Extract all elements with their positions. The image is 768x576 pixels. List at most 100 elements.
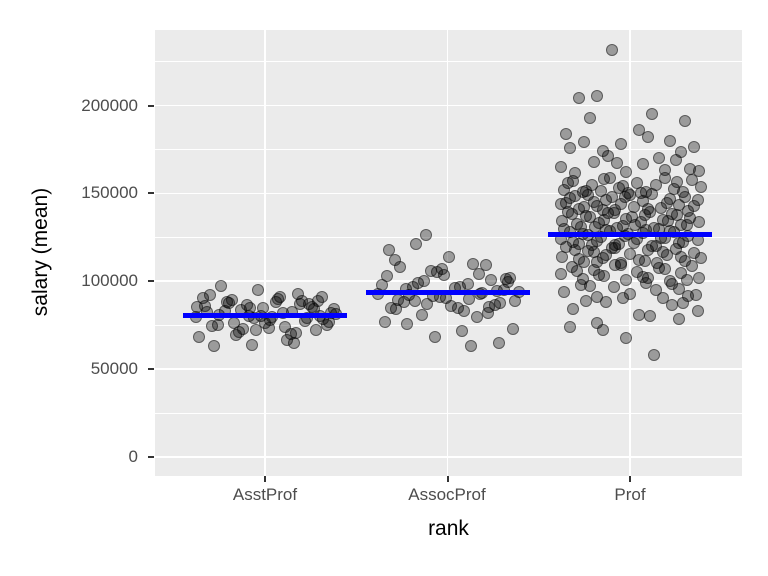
data-point [456,325,469,338]
gridline-minor-horizontal [155,324,742,326]
data-point [561,177,574,190]
data-point [602,149,615,162]
x-axis-tick-mark [264,476,266,482]
data-point [461,277,474,290]
data-point [633,124,646,137]
data-point [675,250,688,263]
data-point [624,248,636,260]
y-axis-tick-mark [148,456,154,458]
data-point [483,300,496,313]
data-point [676,297,689,310]
data-point [467,257,480,270]
data-point [211,318,224,331]
data-point [605,191,618,204]
data-point [669,153,682,166]
data-point [620,166,633,179]
y-tick-label-100000: 100000 [81,271,138,290]
data-point [614,138,627,151]
data-point [596,323,609,336]
data-point [693,272,706,285]
gridline-major-horizontal [155,280,742,283]
y-axis-title: salary (mean) [29,187,52,317]
data-point [310,324,323,337]
data-point [649,284,662,297]
x-axis-tick-mark [446,476,449,482]
x-tick-label-assocprof: AssocProf [408,485,486,504]
data-point [609,242,622,255]
y-tick-label-0: 0 [128,447,138,466]
data-point [624,188,636,201]
data-point [578,135,591,148]
data-point [686,260,699,273]
data-point [583,111,596,124]
gridline-major-horizontal [155,456,742,458]
data-point [647,349,660,362]
data-point [611,157,624,170]
data-point [614,258,627,271]
data-point [658,262,671,275]
data-point [580,294,593,307]
data-point [191,300,204,313]
data-point [554,161,567,173]
data-point [664,134,677,147]
data-point [501,276,514,289]
data-point [379,315,392,328]
data-point [392,293,405,306]
data-point [410,238,423,251]
data-point [472,268,485,281]
x-tick-label-asstprof: AsstProf [232,485,298,504]
y-tick-label-200000: 200000 [81,96,138,115]
data-point [687,200,700,213]
data-point [665,277,678,290]
data-point [290,326,303,339]
data-point [580,210,593,223]
data-point [249,323,262,336]
gridline-minor-horizontal [155,148,742,150]
data-point [607,281,620,294]
data-point [561,205,574,218]
gridline-minor-horizontal [155,61,742,62]
data-point [695,251,708,264]
y-tick-label-150000: 150000 [81,183,138,202]
data-point [616,292,629,305]
data-point [222,297,235,310]
mean-bar [548,231,712,237]
gridline-minor-horizontal [155,236,742,238]
data-point [600,296,613,309]
data-point [636,158,649,171]
data-point [425,264,438,277]
gridline-major-horizontal [155,192,742,195]
data-point [465,340,478,353]
gridline-major-horizontal [155,104,742,107]
data-point [678,115,691,128]
data-point [678,190,691,203]
data-point [680,218,693,231]
data-point [507,322,520,335]
data-point [215,280,228,293]
data-point [620,274,633,287]
data-point [656,291,669,304]
data-point [251,284,264,297]
data-point [680,273,693,286]
mean-bar [365,289,530,295]
data-point [567,303,580,316]
y-axis-tick-mark [148,368,154,371]
data-point [571,264,584,277]
data-point [605,44,618,57]
gridline-minor-horizontal [155,412,742,414]
data-point [569,190,582,202]
x-axis-title: rank [428,517,469,540]
data-point [479,259,492,272]
data-point [443,250,456,263]
data-point [653,152,666,165]
data-point [288,337,301,350]
x-axis-tick-mark [629,476,631,482]
data-point [638,255,651,268]
data-point [383,243,396,256]
data-point [583,279,596,292]
data-point [686,174,699,187]
data-point [644,309,657,322]
data-point [620,332,633,345]
data-point [273,290,286,303]
data-point [693,216,706,229]
